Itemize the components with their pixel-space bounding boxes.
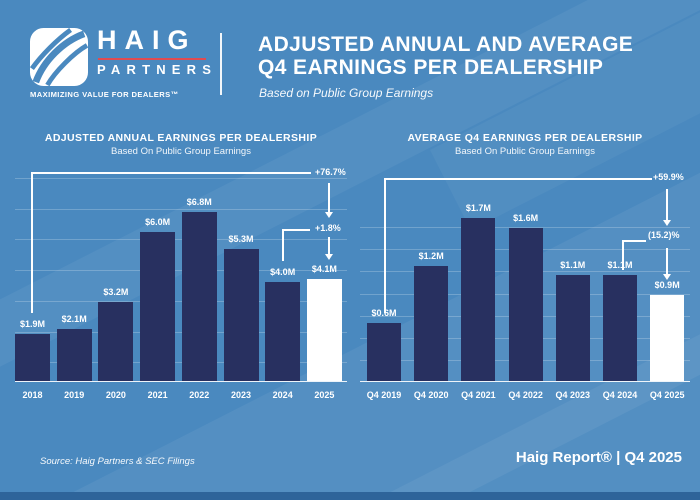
chart-title: ADJUSTED ANNUAL EARNINGS PER DEALERSHIP [44,132,318,144]
x-axis-label: Q4 2021 [461,390,496,400]
bar-q4-2024 [603,275,637,381]
x-axis-label: 2024 [272,390,293,400]
gridline [15,178,347,179]
page-subtitle: Based on Public Group Earnings [259,86,434,100]
latest-bracket-vline [622,240,624,270]
header-divider [220,33,222,95]
report-badge: Haig Report® | Q4 2025 [515,449,682,466]
logo-text-block: HAIG PARTNERS [97,25,218,77]
x-axis-label: 2019 [64,390,85,400]
gridline [15,362,347,364]
bar-value-label: $4.1M [311,264,337,274]
bar-2023 [223,249,259,381]
x-axis-label: 2022 [189,390,210,400]
latest-change-label: +1.8% [315,223,341,233]
down-arrow-icon [666,248,668,274]
latest-bracket-hline [282,229,310,231]
bar-q4-2021 [461,218,496,381]
chart-annual-earnings: ADJUSTED ANNUAL EARNINGS PER DEALERSHIP … [15,132,347,422]
range-bracket-vline [31,172,33,313]
page-title-line1: ADJUSTED ANNUAL AND AVERAGE [258,33,634,56]
brand-subname: PARTNERS [97,62,218,77]
page-title-line2: Q4 EARNINGS PER DEALERSHIP [258,56,604,79]
range-bracket-hline [31,172,311,174]
brand-red-rule [98,58,206,60]
bar-q4-2023 [555,275,590,381]
plot-right: +59.9% (15.2)% $0.6M $1.2M $1.7M $1.6M $1.1M… [360,170,690,382]
latest-change-label: (15.2)% [648,230,680,240]
bar-value-label: $1.1M [607,260,633,270]
bar-q4-2020 [414,266,449,381]
bar-value-label: $6.8M [186,197,212,207]
xaxis-left: 2018 2019 2020 2021 2022 2023 2024 2025 [15,390,347,404]
bar-value-label: $2.1M [61,314,87,324]
down-arrow-head-icon [325,254,333,260]
overall-change-label: +76.7% [315,167,346,177]
x-axis-label: 2023 [230,390,252,400]
x-axis-label: 2020 [105,390,126,400]
chart-subtitle: Based On Public Group Earnings [455,146,595,157]
overall-change-label: +59.9% [653,172,684,182]
bar-value-label: $3.2M [103,287,129,297]
brand-name: HAIG [97,25,197,55]
x-axis-label: 2021 [147,390,168,400]
range-bracket-hline [384,178,652,180]
bar-2019 [56,329,92,381]
bar-2022 [181,212,217,381]
down-arrow-head-icon [663,274,671,280]
chart-title: AVERAGE Q4 EARNINGS PER DEALERSHIP [407,132,643,144]
gridline [15,239,347,241]
gridline [360,227,690,228]
gridline [15,270,347,272]
haig-swoosh-logo-icon [29,27,89,87]
bar-value-label: $1.7M [465,203,491,213]
bar-2025 [306,279,342,381]
bar-value-label: $1.9M [19,319,45,329]
bar-value-label: $5.3M [228,234,254,244]
bar-2021 [140,232,176,381]
bar-value-label: $1.1M [560,260,586,270]
x-axis-label: Q4 2019 [366,390,402,400]
down-arrow-head-icon [325,212,333,218]
bar-q4-2022 [508,228,543,381]
brand-tagline: MAXIMIZING VALUE FOR DEALERS™ [30,90,179,99]
x-axis-label: Q4 2025 [649,390,685,400]
gridline [15,208,347,210]
bar-value-label: $1.6M [513,213,539,223]
gridline [15,331,347,333]
latest-bracket-vline [282,229,284,261]
bottom-accent-strip [0,492,700,500]
bar-2024 [265,282,301,381]
source-note: Source: Haig Partners & SEC Filings [40,456,195,467]
x-axis-label: 2018 [22,390,43,400]
bar-q4-2019 [367,323,401,381]
bar-2018 [15,334,50,381]
x-axis-label: Q4 2020 [413,390,449,400]
range-bracket-vline [384,178,386,313]
chart-q4-earnings: AVERAGE Q4 EARNINGS PER DEALERSHIP Based… [360,132,690,422]
down-arrow-icon [328,183,330,212]
bar-value-label: $0.9M [654,280,680,290]
down-arrow-icon [328,237,330,254]
bar-value-label: $6.0M [145,217,171,227]
down-arrow-head-icon [663,220,671,226]
bar-value-label: $4.0M [270,267,296,277]
xaxis-right: Q4 2019 Q4 2020 Q4 2021 Q4 2022 Q4 2023 Q4 20… [360,390,690,404]
bar-value-label: $0.6M [371,308,397,318]
x-axis-label: Q4 2022 [508,390,543,400]
down-arrow-icon [666,189,668,220]
plot-left: +76.7% +1.8% $1.9M $2.1M $3.2M $6.0M $6.8M $5… [15,167,347,382]
chart-subtitle: Based On Public Group Earnings [111,146,251,157]
bar-2020 [98,302,134,381]
gridline [15,300,347,302]
x-axis-label: Q4 2023 [555,390,591,400]
page-title: ADJUSTED ANNUAL AND AVERAGE Q4 EARNINGS … [258,33,633,79]
x-axis-label: Q4 2024 [602,390,638,400]
bar-q4-2025 [650,295,685,381]
bar-value-label: $1.2M [418,251,444,261]
x-axis-label: 2025 [314,390,335,400]
latest-bracket-hline [622,240,646,242]
